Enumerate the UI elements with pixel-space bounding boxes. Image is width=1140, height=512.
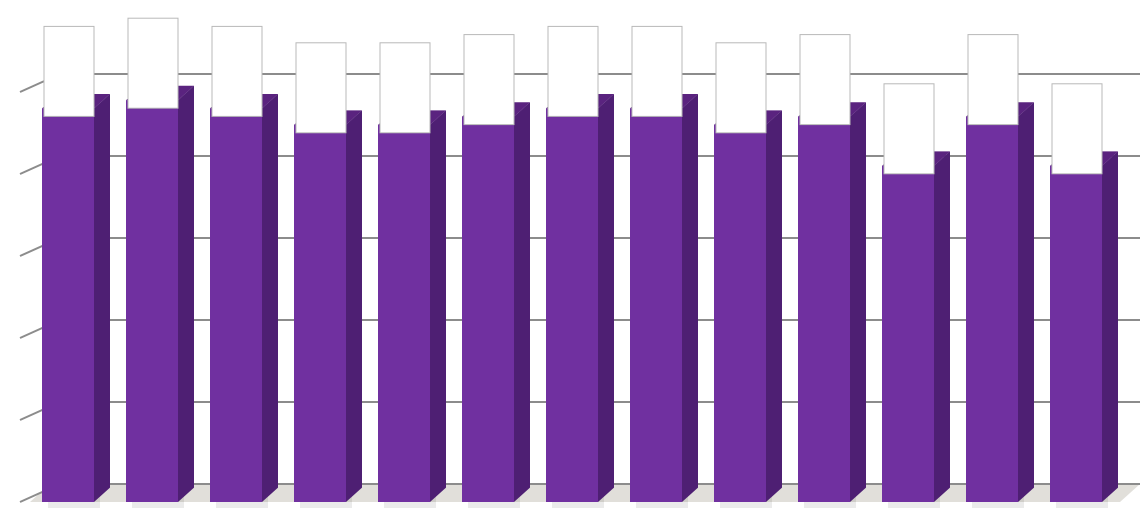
bar	[294, 110, 362, 509]
data-label-box	[127, 17, 179, 109]
bar-front	[42, 108, 94, 503]
bar-front	[210, 108, 262, 503]
data-label-box	[883, 83, 935, 175]
bars	[42, 85, 1118, 509]
data-label-box	[295, 42, 347, 134]
bar	[1050, 151, 1118, 509]
bar-front	[546, 108, 598, 503]
bar-side	[598, 94, 614, 502]
bar-front	[378, 124, 430, 503]
data-label-box	[463, 34, 515, 126]
bar-side	[514, 102, 530, 502]
data-label-box	[631, 25, 683, 117]
bar-side	[262, 94, 278, 502]
bar-front	[798, 116, 850, 502]
bar-side	[934, 151, 950, 502]
data-label-box	[211, 25, 263, 117]
data-label-box	[1051, 83, 1103, 175]
data-labels	[43, 17, 1103, 175]
bar	[630, 94, 698, 509]
bar-front	[294, 124, 346, 503]
bar-front	[462, 116, 514, 502]
bar-side	[94, 94, 110, 502]
bar	[714, 110, 782, 509]
bar-side	[430, 110, 446, 503]
data-label-box	[43, 25, 95, 117]
bar-front	[966, 116, 1018, 502]
data-label-box	[967, 34, 1019, 126]
bar	[126, 85, 194, 508]
bar-front	[1050, 165, 1102, 503]
bar-side	[1018, 102, 1034, 502]
bar-side	[178, 85, 194, 503]
bar	[462, 102, 530, 508]
bar	[966, 102, 1034, 508]
bar-front	[630, 108, 682, 503]
data-label-box	[379, 42, 431, 134]
bar	[210, 94, 278, 509]
bar	[42, 94, 110, 509]
bar	[546, 94, 614, 509]
bar-front	[126, 100, 178, 502]
bar-side	[766, 110, 782, 503]
bar	[378, 110, 446, 509]
bar-front	[714, 124, 766, 503]
data-label-box	[715, 42, 767, 134]
bar	[798, 102, 866, 508]
bar-side	[346, 110, 362, 503]
bar	[882, 151, 950, 509]
bar-front	[882, 165, 934, 503]
data-label-box	[799, 34, 851, 126]
data-label-box	[547, 25, 599, 117]
bar-side	[1102, 151, 1118, 502]
bar-side	[850, 102, 866, 502]
bar-side	[682, 94, 698, 502]
